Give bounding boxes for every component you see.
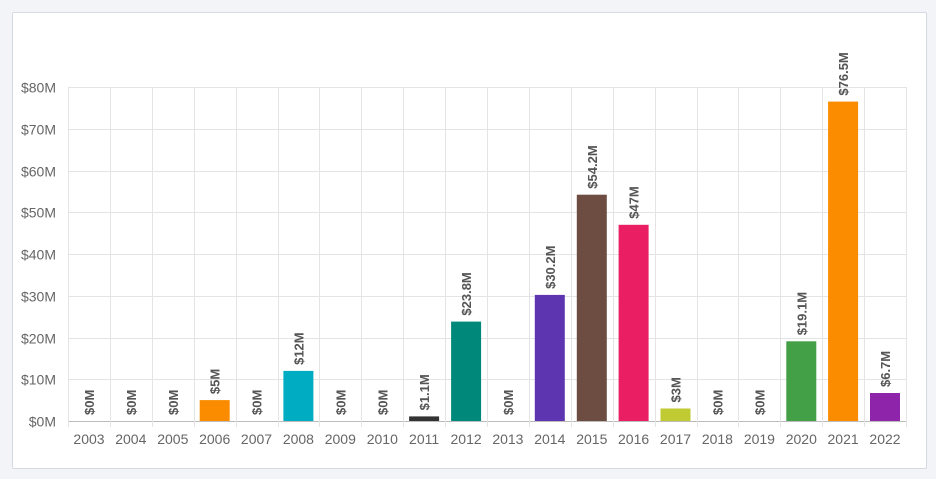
bar-2006 [199,400,230,421]
x-tick-label: 2009 [325,431,356,447]
data-label-2008: $12M [291,332,306,365]
data-label-2017: $3M [669,377,684,402]
bar-2021 [828,101,859,421]
y-tick-label: $20M [21,331,56,347]
x-tick-label: 2005 [157,431,188,447]
x-tick-label: 2019 [744,431,775,447]
bar-2015 [576,194,607,421]
x-tick-label: 2014 [534,431,565,447]
x-tick-label: 2003 [73,431,104,447]
bar-2011 [409,416,440,421]
data-label-2011: $1.1M [417,374,432,410]
data-label-2013: $0M [501,390,516,415]
data-label-2005: $0M [166,390,181,415]
data-label-2006: $5M [208,369,223,394]
y-axis-ticks: $0M $10M $20M $30M $40M $50M $60M $70M $80M [21,80,56,430]
data-label-2020: $19.1M [794,292,809,335]
x-tick-label: 2007 [241,431,272,447]
x-tick-label: 2015 [576,431,607,447]
y-tick-label: $80M [21,80,56,96]
x-tick-label: 2021 [828,431,859,447]
x-tick-label: 2020 [786,431,817,447]
bar-2017 [660,408,691,421]
data-label-2004: $0M [124,390,139,415]
data-label-2003: $0M [82,390,97,415]
y-tick-label: $30M [21,289,56,305]
data-label-2014: $30.2M [543,246,558,289]
data-label-2022: $6.7M [878,351,893,387]
x-tick-label: 2017 [660,431,691,447]
x-tick-label: 2010 [367,431,398,447]
data-label-2016: $47M [627,186,642,219]
x-tick-label: 2018 [702,431,733,447]
y-tick-label: $50M [21,205,56,221]
bars [199,101,900,421]
data-label-2007: $0M [250,390,265,415]
data-label-2012: $23.8M [459,272,474,315]
x-tick-label: 2016 [618,431,649,447]
bar-2008 [283,370,314,421]
bar-2014 [534,294,565,421]
data-label-2018: $0M [710,390,725,415]
grid-lines [68,87,907,427]
x-tick-label: 2022 [869,431,900,447]
x-tick-label: 2004 [115,431,146,447]
data-label-2019: $0M [752,390,767,415]
y-tick-label: $70M [21,122,56,138]
y-tick-label: $10M [21,372,56,388]
y-tick-label: $0M [29,414,56,430]
bar-2016 [618,224,649,421]
x-tick-label: 2013 [492,431,523,447]
data-label-2010: $0M [375,390,390,415]
bar-2022 [870,393,900,421]
data-labels: $0M $0M $0M $5M $0M $12M $0M $0M $1.1M $23.8M $0M $… [82,52,893,415]
data-label-2015: $54.2M [585,145,600,188]
bar-2020 [786,341,817,421]
y-tick-label: $60M [21,164,56,180]
data-label-2009: $0M [333,390,348,415]
x-tick-label: 2008 [283,431,314,447]
x-tick-label: 2011 [409,431,439,447]
y-tick-label: $40M [21,247,56,263]
x-axis-ticks: 2003 2004 2005 2006 2007 2008 2009 2010 2011 2012… [73,431,900,447]
x-tick-label: 2012 [451,431,482,447]
x-tick-label: 2006 [199,431,230,447]
data-label-2021: $76.5M [836,52,851,95]
bar-2012 [451,321,482,421]
